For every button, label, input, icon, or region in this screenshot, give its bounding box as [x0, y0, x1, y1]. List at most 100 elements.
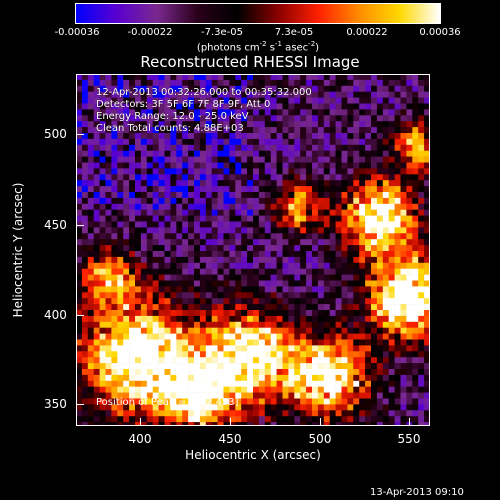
heatmap-cell: [152, 180, 159, 187]
heatmap-cell: [241, 357, 248, 364]
heatmap-cell: [152, 286, 159, 293]
heatmap-cell: [312, 315, 319, 323]
heatmap-cell: [99, 186, 106, 193]
heatmap-cell: [394, 327, 401, 334]
heatmap-cell: [418, 351, 425, 358]
heatmap-cell: [253, 256, 260, 264]
heatmap-cell: [205, 404, 212, 411]
heatmap-cell: [164, 357, 171, 364]
heatmap-cell: [282, 174, 289, 181]
heatmap-cell: [288, 192, 295, 199]
heatmap-cell: [158, 192, 165, 199]
heatmap-cell: [288, 374, 295, 382]
heatmap-cell: [323, 180, 330, 187]
heatmap-cell: [117, 79, 124, 87]
heatmap-cell: [93, 203, 100, 210]
heatmap-cell: [270, 79, 277, 87]
heatmap-cell: [164, 298, 171, 305]
heatmap-cell: [341, 345, 348, 352]
heatmap-cell: [158, 91, 165, 98]
heatmap-cell: [288, 327, 295, 334]
heatmap-cell: [164, 339, 171, 346]
heatmap-cell: [282, 256, 289, 264]
heatmap-cell: [258, 150, 266, 157]
heatmap-cell: [323, 386, 330, 393]
heatmap-cell: [194, 298, 201, 305]
heatmap-cell: [176, 127, 183, 134]
heatmap-cell: [376, 144, 384, 151]
heatmap-cell: [335, 239, 342, 246]
heatmap-cell: [176, 91, 183, 98]
heatmap-cell: [276, 168, 283, 175]
heatmap-cell: [158, 333, 165, 340]
heatmap-cell: [288, 233, 295, 240]
heatmap-cell: [105, 374, 112, 382]
heatmap-cell: [424, 91, 430, 98]
heatmap-cell: [152, 280, 159, 287]
heatmap-cell: [317, 79, 325, 87]
heatmap-cell: [81, 268, 89, 275]
heatmap-cell: [217, 315, 224, 323]
heatmap-cell: [412, 262, 419, 269]
heatmap-cell: [412, 251, 419, 258]
heatmap-cell: [188, 386, 195, 393]
heatmap-cell: [253, 345, 260, 352]
heatmap-cell: [76, 268, 83, 275]
heatmap-cell: [129, 156, 136, 163]
heatmap-cell: [300, 121, 307, 128]
heatmap-cell: [117, 392, 124, 399]
heatmap-cell: [382, 156, 389, 163]
heatmap-cell: [158, 339, 165, 346]
heatmap-cell: [105, 333, 112, 340]
heatmap-cell: [241, 209, 248, 216]
heatmap-cell: [376, 174, 384, 181]
heatmap-cell: [199, 251, 207, 258]
heatmap-cell: [235, 398, 242, 405]
heatmap-cell: [146, 292, 153, 299]
heatmap-cell: [382, 197, 389, 205]
heatmap-cell: [170, 251, 177, 258]
heatmap-cell: [406, 404, 413, 411]
heatmap-cell: [406, 215, 413, 222]
heatmap-cell: [93, 374, 100, 382]
heatmap-cell: [81, 180, 89, 187]
heatmap-cell: [335, 404, 342, 411]
heatmap-cell: [87, 74, 94, 81]
heatmap-cell: [247, 351, 254, 358]
heatmap-cell: [412, 380, 419, 387]
heatmap-cell: [217, 74, 224, 81]
heatmap-cell: [335, 215, 342, 222]
heatmap-cell: [105, 156, 112, 163]
heatmap-cell: [412, 310, 419, 317]
heatmap-cell: [223, 298, 230, 305]
heatmap-cell: [199, 321, 207, 328]
heatmap-cell: [418, 280, 425, 287]
heatmap-cell: [264, 268, 271, 275]
heatmap-cell: [170, 74, 177, 81]
heatmap-cell: [253, 392, 260, 399]
heatmap-cell: [371, 144, 378, 151]
heatmap-cell: [93, 239, 100, 246]
heatmap-cell: [270, 386, 277, 393]
heatmap-cell: [117, 174, 124, 181]
heatmap-cell: [182, 321, 189, 328]
heatmap-cell: [388, 180, 395, 187]
heatmap-cell: [76, 274, 83, 281]
heatmap-cell: [288, 398, 295, 405]
heatmap-cell: [394, 192, 401, 199]
heatmap-cell: [217, 262, 224, 269]
heatmap-cell: [140, 233, 148, 240]
heatmap-cell: [176, 369, 183, 376]
heatmap-cell: [217, 363, 224, 370]
heatmap-cell: [205, 156, 212, 163]
heatmap-cell: [229, 416, 236, 423]
heatmap-cell: [347, 280, 354, 287]
heatmap-cell: [211, 286, 218, 293]
heatmap-cell: [152, 386, 159, 393]
heatmap-cell: [323, 251, 330, 258]
heatmap-cell: [371, 233, 378, 240]
heatmap-cell: [194, 168, 201, 175]
heatmap-cell: [117, 274, 124, 281]
heatmap-cell: [135, 127, 142, 134]
heatmap-cell: [146, 121, 153, 128]
